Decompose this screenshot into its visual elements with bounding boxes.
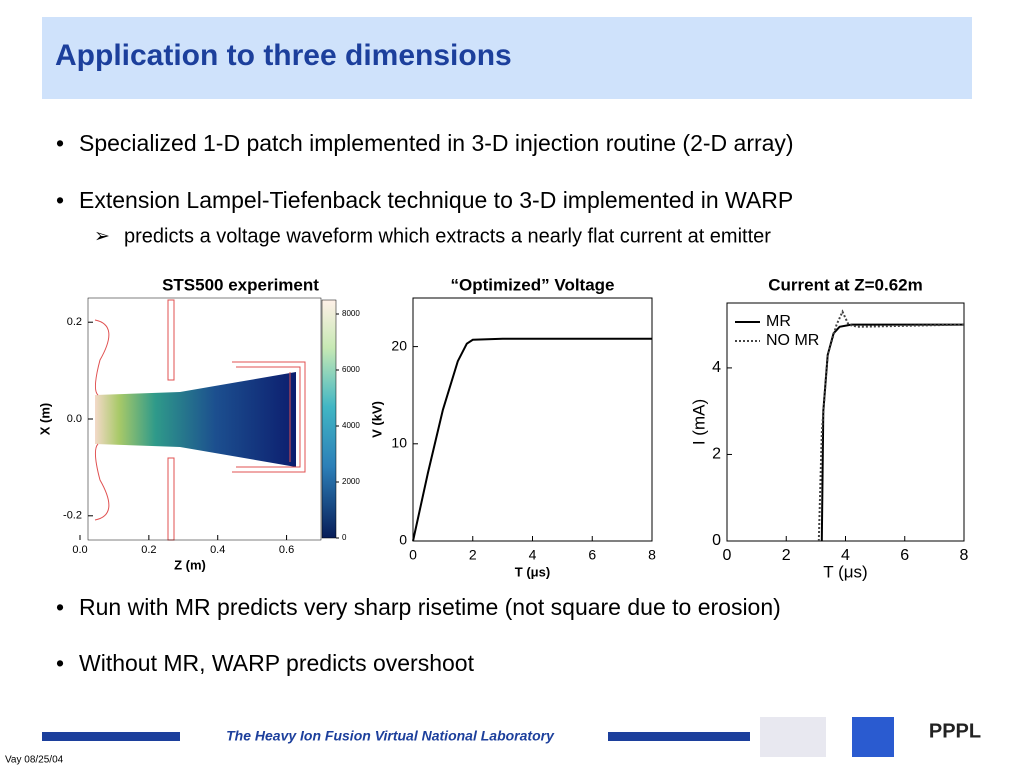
y-tick-label: 0 xyxy=(399,532,407,548)
x-tick-label: 0.6 xyxy=(279,544,294,556)
x-tick-label: 2 xyxy=(782,547,791,564)
y-axis-label: I (mA) xyxy=(689,399,708,445)
x-tick-label: 0.0 xyxy=(72,544,87,556)
colorbar xyxy=(321,299,337,539)
plot-frame xyxy=(412,297,653,542)
x-tick-label: 0 xyxy=(723,547,732,564)
header-band xyxy=(42,17,972,99)
colorbar-tick-label: 8000 xyxy=(342,309,360,318)
series-line xyxy=(817,309,965,542)
colorbar-tick-label: 4000 xyxy=(342,421,360,430)
footer-bar xyxy=(608,732,750,741)
x-tick-label: 0 xyxy=(409,547,417,563)
x-tick-label: 0.2 xyxy=(141,544,156,556)
y-tick-label: 20 xyxy=(391,337,407,353)
sub-bullet: predicts a voltage waveform which extrac… xyxy=(124,225,771,247)
y-axis-label: V (kV) xyxy=(369,401,384,438)
x-tick-label: 2 xyxy=(469,547,477,563)
x-tick-label: 4 xyxy=(529,547,537,563)
x-tick-label: 8 xyxy=(648,547,656,563)
colorbar-tick-label: 0 xyxy=(342,533,347,542)
series-line xyxy=(820,323,964,542)
x-tick-label: 6 xyxy=(588,547,596,563)
x-tick-label: 0.4 xyxy=(210,544,225,556)
y-tick-label: 10 xyxy=(391,435,407,451)
colorbar-tick-label: 2000 xyxy=(342,477,360,486)
x-axis-label: T (μs) xyxy=(515,564,550,579)
bullet: Extension Lampel-Tiefenback technique to… xyxy=(79,187,793,213)
footer-bar xyxy=(42,732,180,741)
bullet-mark: • xyxy=(56,187,64,213)
x-tick-label: 8 xyxy=(960,547,969,564)
y-tick-label: 4 xyxy=(712,359,721,376)
sub-bullet-mark: ➢ xyxy=(94,226,110,247)
bullet-mark: • xyxy=(56,594,64,620)
y-tick-label: 2 xyxy=(712,446,721,463)
y-tick-label: 0 xyxy=(712,532,721,549)
x-axis-label: Z (m) xyxy=(174,557,206,572)
figure-title: STS500 experiment xyxy=(162,275,319,294)
legend-label: NO MR xyxy=(766,332,819,349)
figure-title: Current at Z=0.62m xyxy=(768,275,922,294)
legend-label: MR xyxy=(766,313,791,330)
footer-date: Vay 08/25/04 xyxy=(5,755,64,766)
bullet: Run with MR predicts very sharp risetime… xyxy=(79,594,781,620)
slide-title: Application to three dimensions xyxy=(55,39,512,72)
bullet-mark: • xyxy=(56,650,64,676)
logo-berkeley xyxy=(760,717,826,757)
bullet: Without MR, WARP predicts overshoot xyxy=(79,650,475,676)
y-tick-label: -0.2 xyxy=(63,510,82,522)
series-line xyxy=(412,337,652,542)
bullet: Specialized 1-D patch implemented in 3-D… xyxy=(79,130,794,156)
plot-frame xyxy=(726,302,965,542)
x-tick-label: 4 xyxy=(841,547,850,564)
colorbar-tick-label: 6000 xyxy=(342,365,360,374)
figure-title: “Optimized” Voltage xyxy=(450,275,614,294)
bullet-mark: • xyxy=(56,130,64,156)
y-axis-label: X (m) xyxy=(37,403,52,436)
logo-llnl xyxy=(852,717,894,757)
y-tick-label: 0.2 xyxy=(67,316,82,328)
logo-pppl: PPPL xyxy=(929,720,981,742)
y-tick-label: 0.0 xyxy=(67,413,82,425)
x-axis-label: T (μs) xyxy=(823,562,867,581)
simulation-image xyxy=(94,299,306,541)
footer-lab: The Heavy Ion Fusion Virtual National La… xyxy=(226,728,555,744)
x-tick-label: 6 xyxy=(900,547,909,564)
